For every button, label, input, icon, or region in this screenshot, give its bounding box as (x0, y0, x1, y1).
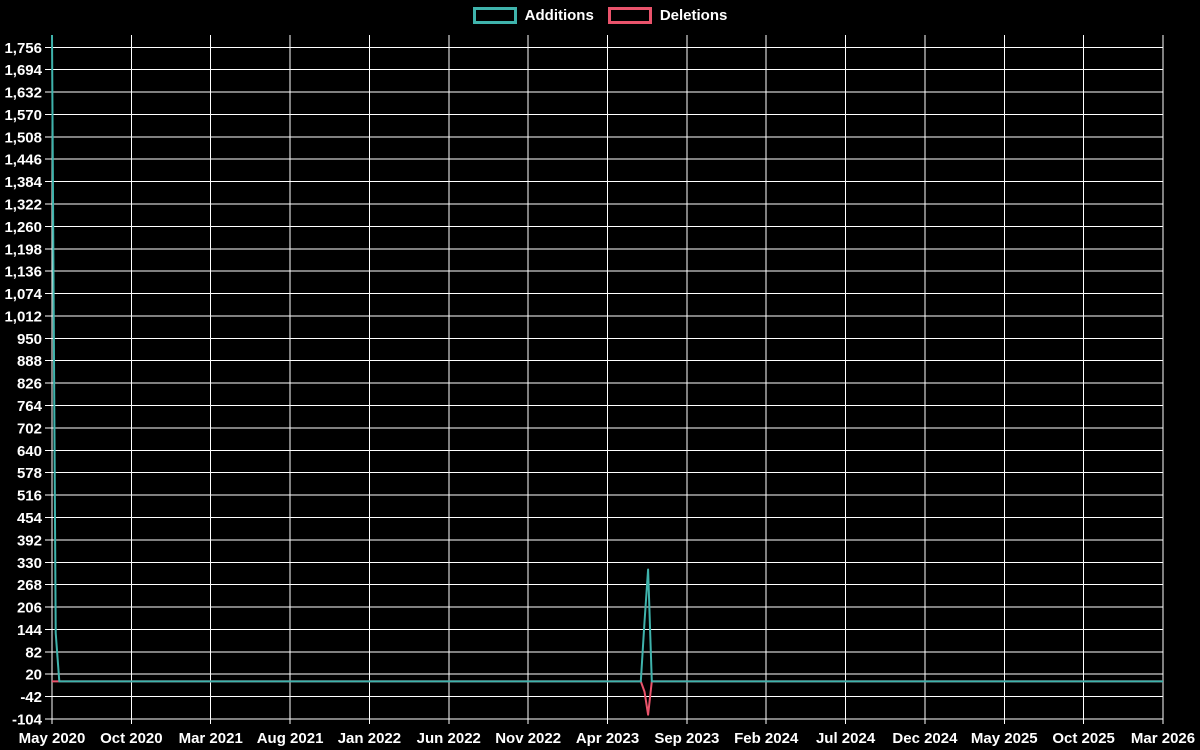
y-tick-label: 392 (17, 532, 42, 549)
x-tick-label: Mar 2021 (179, 730, 243, 747)
legend-label-deletions: Deletions (659, 7, 728, 24)
y-tick-label: 826 (17, 376, 42, 393)
y-tick-label: 20 (25, 667, 42, 684)
x-tick-label: Oct 2020 (100, 730, 163, 747)
legend-item-additions[interactable]: Additions (472, 7, 594, 24)
x-tick-label: Aug 2021 (257, 730, 324, 747)
x-tick-label: May 2025 (971, 730, 1038, 747)
series-line-additions (51, 34, 1163, 683)
y-tick-label: 1,322 (4, 197, 42, 214)
y-tick-label: 1,632 (4, 85, 42, 102)
y-tick-label: 950 (17, 331, 42, 348)
x-gridlines (51, 35, 1164, 724)
y-tick-label: 454 (17, 510, 43, 527)
y-tick-label: -104 (12, 712, 43, 729)
x-tick-label: Apr 2023 (576, 730, 639, 747)
y-tick-label: 1,570 (4, 107, 42, 124)
x-tick-label: Jun 2022 (417, 730, 481, 747)
y-tick-label: 578 (17, 465, 42, 482)
y-tick-label: 1,198 (4, 241, 42, 258)
x-tick-label: Jan 2022 (338, 730, 401, 747)
x-tick-label: Dec 2024 (892, 730, 958, 747)
y-tick-label: 1,074 (4, 286, 42, 303)
y-tick-label: 206 (17, 600, 42, 617)
x-tick-label: Nov 2022 (495, 730, 561, 747)
y-tick-label: 1,384 (4, 174, 42, 191)
additions-swatch-icon (472, 7, 517, 24)
y-tick-label: 82 (25, 644, 42, 661)
x-tick-label: May 2020 (19, 730, 86, 747)
y-tick-label: 516 (17, 488, 42, 505)
x-tick-label: Feb 2024 (734, 730, 799, 747)
y-tick-label: 888 (17, 353, 42, 370)
y-tick-labels: 1,756 1,694 1,632 1,570 1,508 1,446 1,384 1,322… (4, 40, 42, 729)
x-tick-label: Jul 2024 (816, 730, 876, 747)
y-gridlines (45, 46, 1163, 720)
y-tick-label: 702 (17, 420, 42, 437)
y-tick-label: 1,756 (4, 40, 42, 57)
y-tick-label: 1,136 (4, 264, 42, 281)
y-tick-label: 1,508 (4, 129, 42, 146)
y-tick-label: 1,694 (4, 62, 42, 79)
legend-label-additions: Additions (524, 7, 594, 24)
deletions-swatch-icon (607, 7, 652, 24)
y-tick-label: 268 (17, 577, 42, 594)
y-tick-label: 640 (17, 443, 42, 460)
x-tick-labels: May 2020 Oct 2020 Mar 2021 Aug 2021 Jan 2022… (19, 730, 1195, 747)
legend-item-deletions[interactable]: Deletions (607, 7, 728, 24)
y-tick-label: 144 (17, 622, 43, 639)
y-tick-label: 1,446 (4, 152, 42, 169)
x-tick-label: Oct 2025 (1052, 730, 1115, 747)
x-tick-label: Mar 2026 (1131, 730, 1195, 747)
y-tick-label: 330 (17, 555, 42, 572)
x-tick-label: Sep 2023 (654, 730, 719, 747)
y-tick-label: 764 (17, 398, 43, 415)
y-tick-label: 1,012 (4, 308, 42, 325)
y-tick-label: -42 (20, 689, 42, 706)
chart-legend: Additions Deletions (0, 7, 1200, 24)
y-tick-label: 1,260 (4, 219, 42, 236)
